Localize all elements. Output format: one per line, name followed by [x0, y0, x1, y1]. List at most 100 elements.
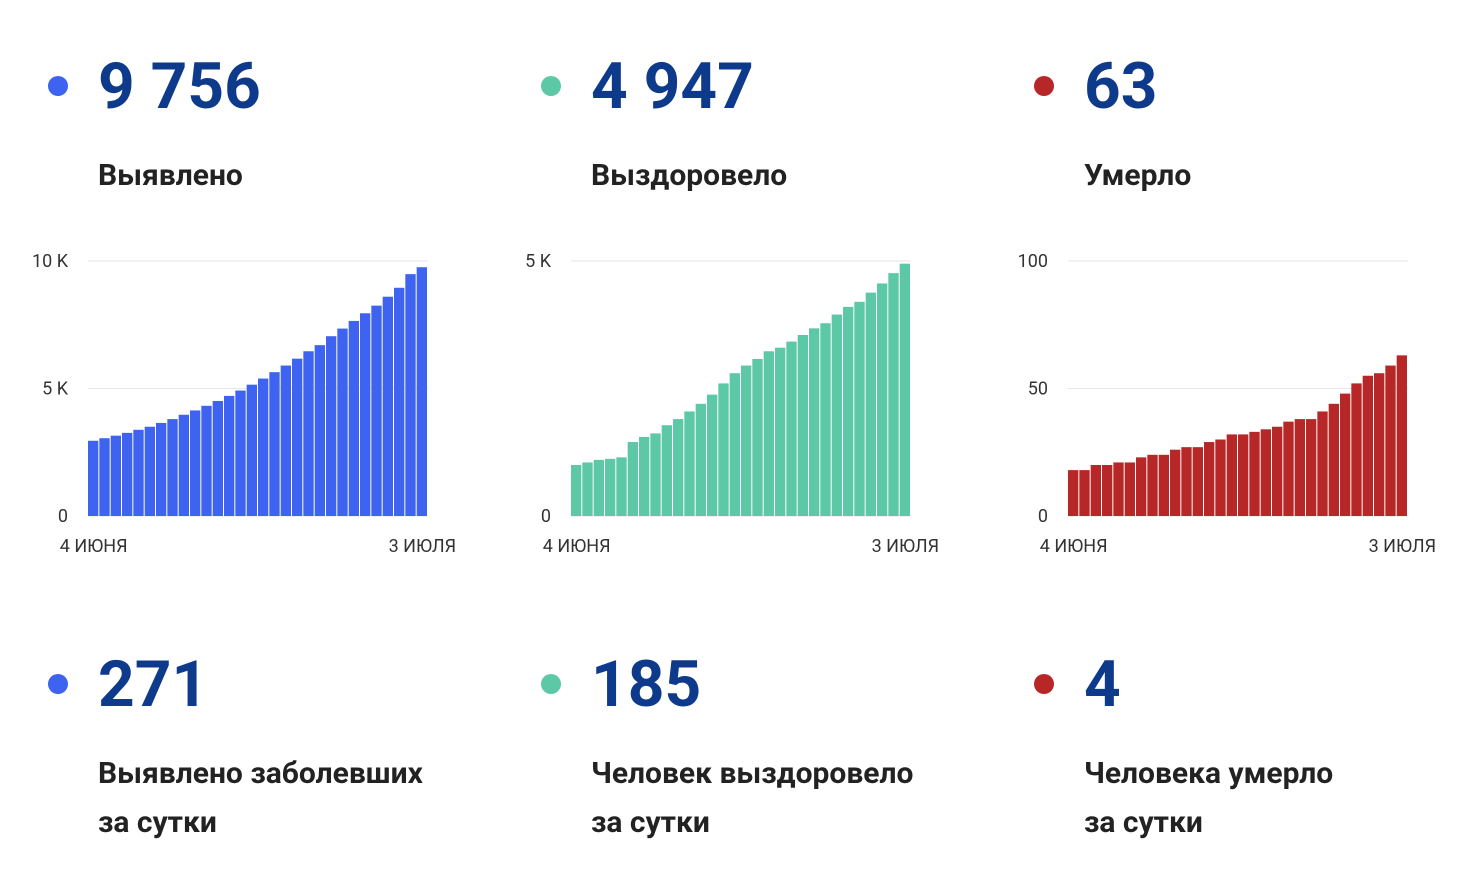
bar: [1090, 465, 1101, 516]
bar: [741, 365, 752, 516]
daily-label: за сутки: [1084, 805, 1203, 840]
bar: [1124, 462, 1135, 516]
bar: [212, 400, 223, 516]
bar: [1306, 419, 1317, 516]
bar: [1374, 373, 1385, 516]
bar: [718, 383, 729, 516]
status-dot: [541, 76, 561, 96]
bar: [360, 313, 371, 516]
bar: [246, 384, 257, 516]
x-tick-label: 4 ИЮНЯ: [1040, 536, 1108, 557]
total-label: Выявлено: [98, 158, 243, 193]
bar: [122, 432, 133, 516]
bar: [88, 440, 99, 516]
bar: [133, 429, 144, 516]
bar: [1068, 470, 1079, 516]
bar: [110, 435, 121, 516]
y-tick-label: 0: [541, 506, 551, 527]
status-dot: [541, 674, 561, 694]
bar: [1328, 403, 1339, 516]
bar: [899, 263, 910, 516]
x-tick-label: 3 ИЮЛЯ: [1369, 536, 1436, 557]
status-dot: [1034, 76, 1054, 96]
bar: [627, 442, 638, 516]
bar: [1192, 447, 1203, 516]
bar: [348, 320, 359, 516]
bar: [416, 267, 427, 516]
bar: [1181, 447, 1192, 516]
daily-label: Выявлено заболевших: [98, 756, 424, 791]
bar: [888, 273, 899, 516]
bar: [775, 347, 786, 516]
bar: [1396, 355, 1407, 516]
y-tick-label: 50: [1028, 379, 1048, 400]
bar: [616, 457, 627, 516]
bar: [752, 358, 763, 516]
bar: [382, 296, 393, 516]
x-tick-label: 3 ИЮЛЯ: [872, 536, 939, 557]
bar: [190, 410, 201, 516]
y-tick-label: 0: [1038, 506, 1048, 527]
bar: [605, 458, 616, 516]
bar: [865, 292, 876, 516]
bar: [99, 438, 110, 516]
bar: [280, 365, 291, 516]
bar: [1102, 465, 1113, 516]
bar: [156, 422, 167, 516]
bar: [394, 287, 405, 516]
daily-label: за сутки: [591, 805, 710, 840]
bar: [661, 425, 672, 516]
bar: [258, 378, 269, 516]
bar: [405, 274, 416, 516]
bar: [1385, 365, 1396, 516]
total-value: 4 947: [591, 49, 754, 124]
bar: [178, 414, 189, 516]
bar: [650, 433, 661, 516]
bar: [371, 305, 382, 516]
bar: [1204, 442, 1215, 516]
status-dot: [48, 674, 68, 694]
y-tick-label: 5 K: [525, 251, 552, 272]
bar: [1362, 375, 1373, 516]
bar: [729, 373, 740, 516]
bar: [593, 459, 604, 516]
bar: [1215, 439, 1226, 516]
bar: [326, 336, 337, 516]
daily-label: Человека умерло: [1084, 756, 1333, 791]
bar: [877, 283, 888, 516]
bar: [1272, 426, 1283, 516]
x-tick-label: 4 ИЮНЯ: [60, 536, 128, 557]
bar: [820, 323, 831, 516]
bar: [1158, 454, 1169, 516]
bar: [786, 341, 797, 516]
bar: [314, 345, 325, 516]
daily-value: 185: [591, 647, 701, 722]
bar: [201, 405, 212, 516]
bar: [235, 390, 246, 516]
total-value: 9 756: [98, 49, 261, 124]
bar: [797, 334, 808, 516]
bar: [1317, 411, 1328, 516]
bar: [1294, 419, 1305, 516]
bar: [1340, 393, 1351, 516]
x-tick-label: 4 ИЮНЯ: [543, 536, 611, 557]
y-tick-label: 100: [1018, 251, 1048, 272]
bar: [1113, 462, 1124, 516]
bar: [639, 436, 650, 516]
status-dot: [48, 76, 68, 96]
bar: [684, 411, 695, 516]
bar: [224, 395, 235, 516]
daily-label: за сутки: [98, 805, 217, 840]
total-label: Выздоровело: [591, 158, 787, 193]
bar: [831, 314, 842, 516]
bar: [1249, 431, 1260, 516]
status-dot: [1034, 674, 1054, 694]
bar: [1147, 454, 1158, 516]
bar: [809, 328, 820, 516]
y-tick-label: 5 K: [42, 379, 69, 400]
bar: [1079, 470, 1090, 516]
total-value: 63: [1084, 49, 1157, 124]
bar: [337, 328, 348, 516]
